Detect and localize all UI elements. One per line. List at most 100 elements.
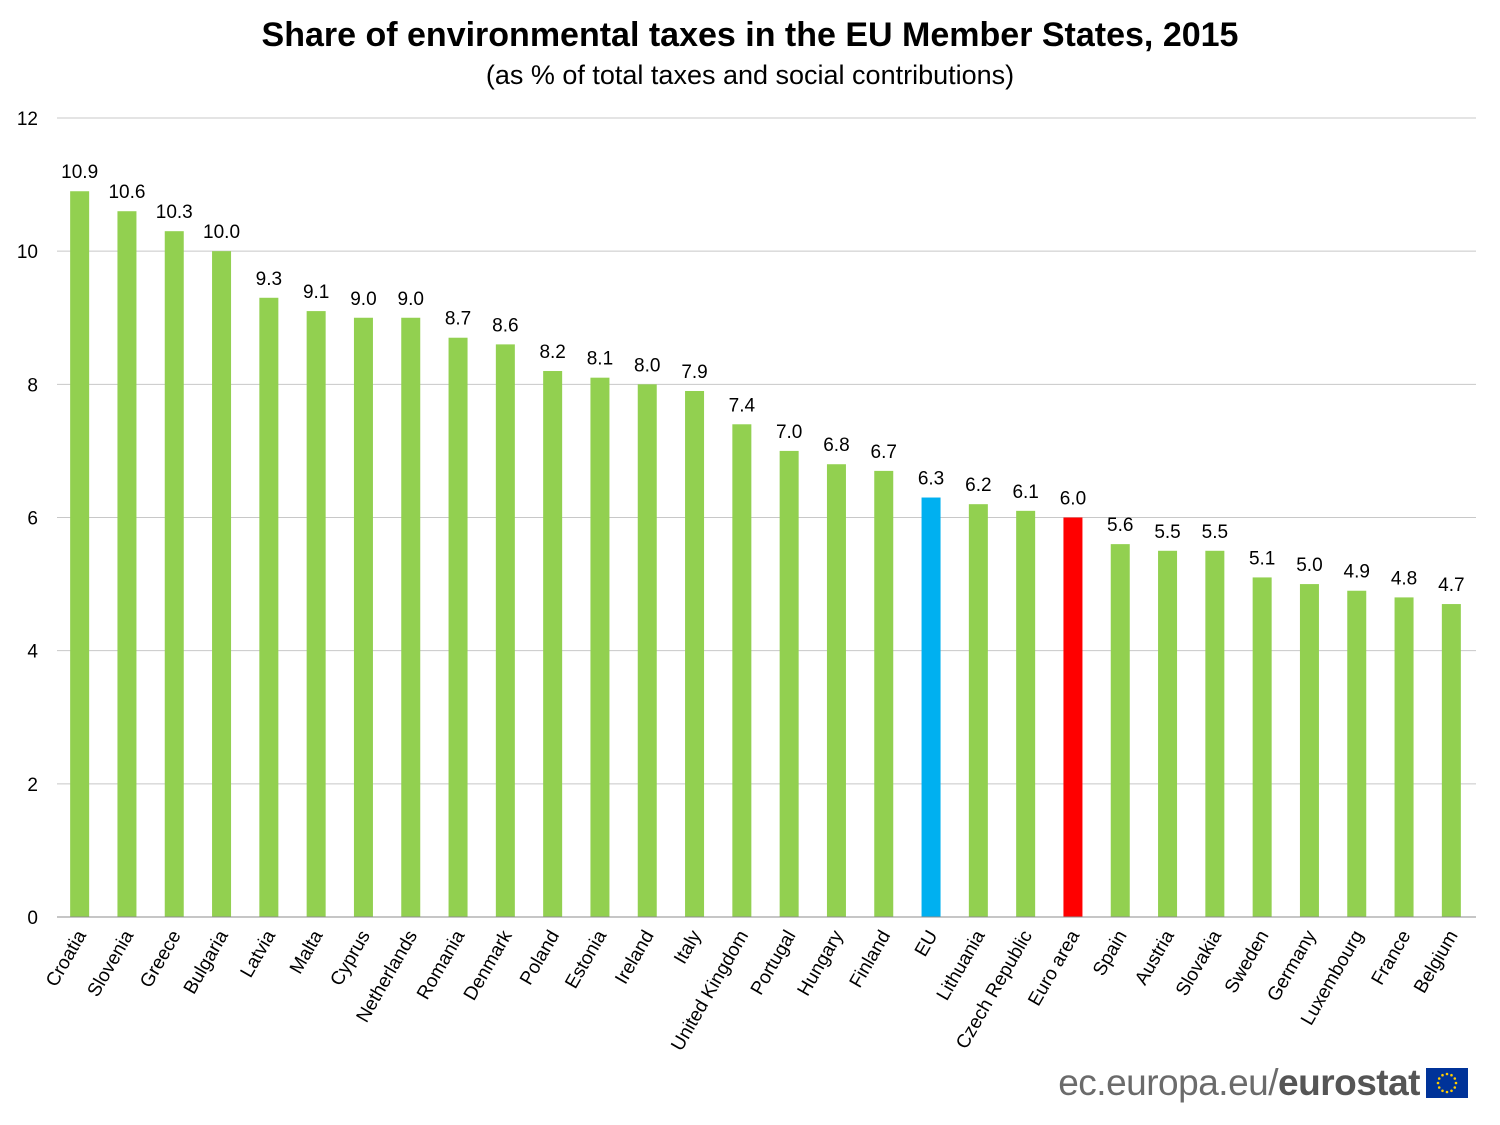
x-tick-label: Slovenia	[84, 927, 139, 1001]
value-label: 5.5	[1154, 522, 1180, 543]
value-label: 8.0	[634, 355, 660, 376]
value-label: 7.0	[776, 422, 802, 443]
bar	[826, 464, 846, 917]
bar	[590, 377, 610, 917]
flag-star	[1453, 1086, 1457, 1089]
value-label: 7.9	[681, 362, 707, 383]
flag-star	[1441, 1089, 1444, 1093]
x-tick-label: Portugal	[747, 927, 801, 999]
bar	[212, 251, 232, 917]
x-tick-label: Bulgaria	[180, 927, 233, 998]
bar	[353, 317, 373, 917]
bar	[637, 384, 657, 917]
y-tick-label: 10	[17, 242, 38, 263]
footer: ec.europa.eu/ eurostat	[1058, 1062, 1468, 1104]
gridlines	[57, 117, 1476, 785]
bar	[401, 317, 421, 917]
footer-brand: eurostat	[1278, 1062, 1420, 1103]
value-label: 5.6	[1107, 515, 1133, 536]
bar	[968, 504, 988, 917]
footer-site: ec.europa.eu/	[1058, 1062, 1279, 1103]
value-label: 6.8	[823, 435, 849, 456]
value-label: 6.2	[965, 475, 991, 496]
x-tick-label: Malta	[286, 927, 328, 978]
x-tick-label: Greece	[136, 927, 185, 991]
bar	[1063, 517, 1083, 917]
bars	[70, 191, 1461, 918]
bar	[1441, 604, 1461, 917]
flag-star	[1450, 1073, 1453, 1077]
value-label: 5.1	[1249, 548, 1275, 569]
bar	[685, 390, 705, 917]
value-label: 10.3	[156, 202, 193, 223]
x-tick-label: Hungary	[794, 927, 848, 1000]
value-label: 9.0	[398, 289, 424, 310]
value-label: 10.0	[203, 222, 240, 243]
value-label: 10.6	[108, 182, 145, 203]
value-label: 7.4	[729, 395, 756, 416]
value-label: 8.1	[587, 349, 613, 370]
x-tick-label: Estonia	[561, 927, 611, 993]
x-tick-label: Croatia	[42, 927, 91, 991]
x-tick-label: Ireland	[611, 927, 658, 988]
flag-star	[1445, 1072, 1449, 1076]
bar	[732, 424, 752, 917]
x-tick-label: Latvia	[237, 927, 281, 982]
y-tick-label: 6	[27, 509, 38, 530]
bar	[921, 497, 941, 917]
value-label: 6.7	[871, 442, 897, 463]
bar	[259, 297, 279, 917]
flag-star	[1445, 1090, 1449, 1094]
bar	[1110, 544, 1130, 917]
chart-subtitle: (as % of total taxes and social contribu…	[485, 60, 1015, 90]
value-label: 5.5	[1202, 522, 1228, 543]
bar	[448, 337, 468, 918]
x-tick-label: Cyprus	[326, 927, 374, 990]
value-label: 8.6	[492, 315, 518, 336]
y-tick-label: 4	[27, 642, 38, 663]
bar	[1016, 510, 1036, 917]
y-tick-label: 8	[27, 375, 38, 396]
y-tick-label: 2	[27, 775, 38, 796]
x-tick-label: Sweden	[1221, 927, 1274, 997]
flag-star	[1441, 1073, 1444, 1077]
flag-star	[1454, 1081, 1458, 1085]
chart-title: Share of environmental taxes in the EU M…	[261, 16, 1239, 54]
x-tick-label: Italy	[670, 927, 706, 968]
y-axis-ticks: 0 2 4 6 8 10 12	[17, 109, 39, 929]
value-label: 4.8	[1391, 568, 1417, 589]
x-tick-label: Finland	[846, 927, 895, 991]
y-tick-label: 12	[17, 109, 38, 130]
value-label: 9.1	[303, 282, 329, 303]
eu-flag-icon	[1426, 1068, 1468, 1098]
flag-star	[1436, 1081, 1440, 1085]
bar	[495, 344, 515, 918]
bar	[306, 311, 326, 917]
x-tick-label: Belgium	[1410, 927, 1463, 997]
flag-star	[1450, 1089, 1453, 1093]
value-label: 10.9	[61, 162, 98, 183]
value-label: 9.0	[350, 289, 376, 310]
value-label: 6.3	[918, 469, 944, 490]
bar	[1252, 577, 1272, 917]
bar	[779, 450, 799, 917]
value-labels: 10.9 10.6 10.3 10.0 9.3 9.1 9.0 9.0 8.7 8.6 8.2 8.1…	[61, 162, 1464, 596]
value-label: 6.0	[1060, 489, 1086, 510]
value-label: 8.7	[445, 309, 471, 330]
value-label: 4.7	[1438, 575, 1464, 596]
bar	[1299, 584, 1319, 917]
flag-star	[1453, 1077, 1457, 1080]
value-label: 4.9	[1344, 562, 1370, 583]
x-tick-label: Poland	[516, 927, 564, 989]
flag-star	[1437, 1077, 1441, 1080]
x-tick-label: Austria	[1131, 927, 1179, 989]
value-label: 5.0	[1296, 555, 1322, 576]
x-tick-label: Spain	[1089, 927, 1131, 980]
bar	[1158, 550, 1178, 917]
value-label: 6.1	[1012, 482, 1038, 503]
x-tick-label: EU	[911, 927, 942, 960]
bar	[1394, 597, 1414, 917]
flag-star	[1437, 1086, 1441, 1089]
